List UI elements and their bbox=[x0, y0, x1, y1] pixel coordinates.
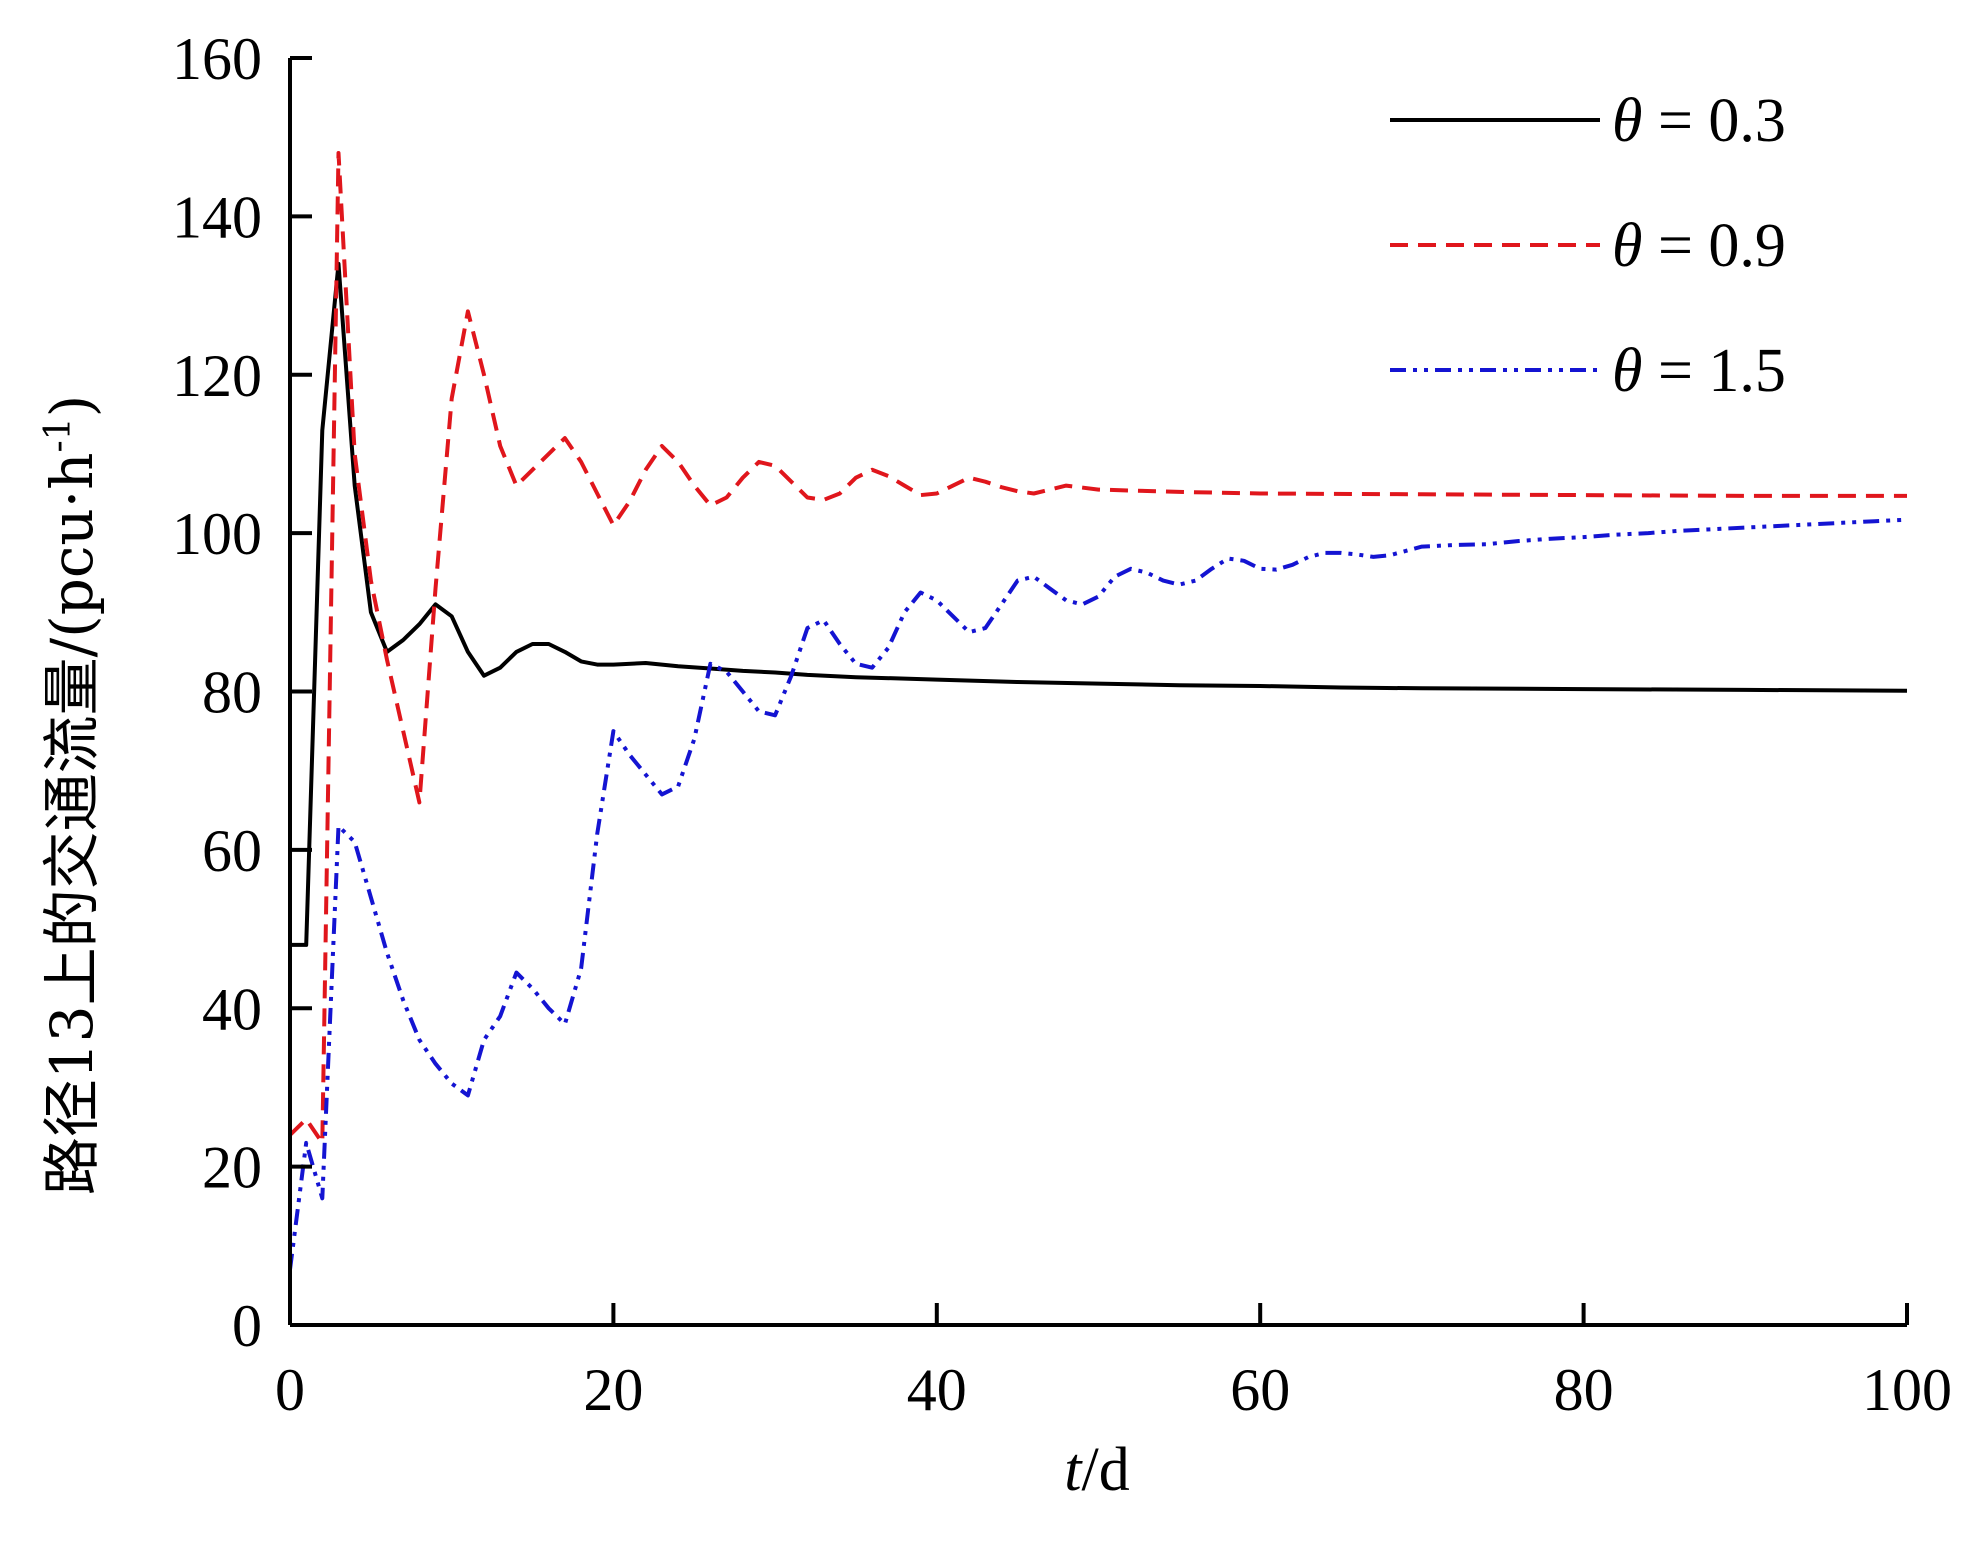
y-tick-label: 20 bbox=[202, 1135, 262, 1201]
series-line-1 bbox=[290, 261, 1908, 947]
x-tick-label: 40 bbox=[907, 1357, 967, 1423]
y-tick-label: 140 bbox=[172, 184, 262, 250]
y-tick-label: 160 bbox=[172, 26, 262, 92]
x-tick-label: 0 bbox=[275, 1357, 305, 1423]
y-tick-label: 120 bbox=[172, 343, 262, 409]
y-tick-label: 40 bbox=[202, 976, 262, 1042]
y-tick-label: 100 bbox=[172, 501, 262, 567]
x-tick-label: 100 bbox=[1862, 1357, 1952, 1423]
y-axis-label: 路径13上的交通流量/(pcu·h-1) bbox=[38, 395, 106, 1195]
y-tick-label: 80 bbox=[202, 660, 262, 726]
x-axis-label: t/d bbox=[1064, 1436, 1129, 1504]
series-line-3 bbox=[288, 517, 1908, 1270]
legend-label-3: θ = 1.5 bbox=[1612, 337, 1786, 405]
legend-label-1: θ = 0.3 bbox=[1612, 87, 1786, 155]
y-tick-label: 0 bbox=[232, 1293, 262, 1359]
x-axis-ticks: 0 20 40 60 80 100 bbox=[275, 1303, 1952, 1423]
x-tick-label: 80 bbox=[1554, 1357, 1614, 1423]
legend: θ = 0.3 θ = 0.9 θ = 1.5 bbox=[1390, 87, 1786, 405]
y-tick-label: 60 bbox=[202, 818, 262, 884]
plot-lines bbox=[288, 151, 1908, 1270]
legend-label-2: θ = 0.9 bbox=[1612, 212, 1786, 280]
y-axis-ticks: 0 20 40 60 80 100 120 140 160 bbox=[172, 26, 312, 1359]
x-tick-label: 20 bbox=[583, 1357, 643, 1423]
x-tick-label: 60 bbox=[1230, 1357, 1290, 1423]
series-line-2 bbox=[288, 151, 1907, 1145]
